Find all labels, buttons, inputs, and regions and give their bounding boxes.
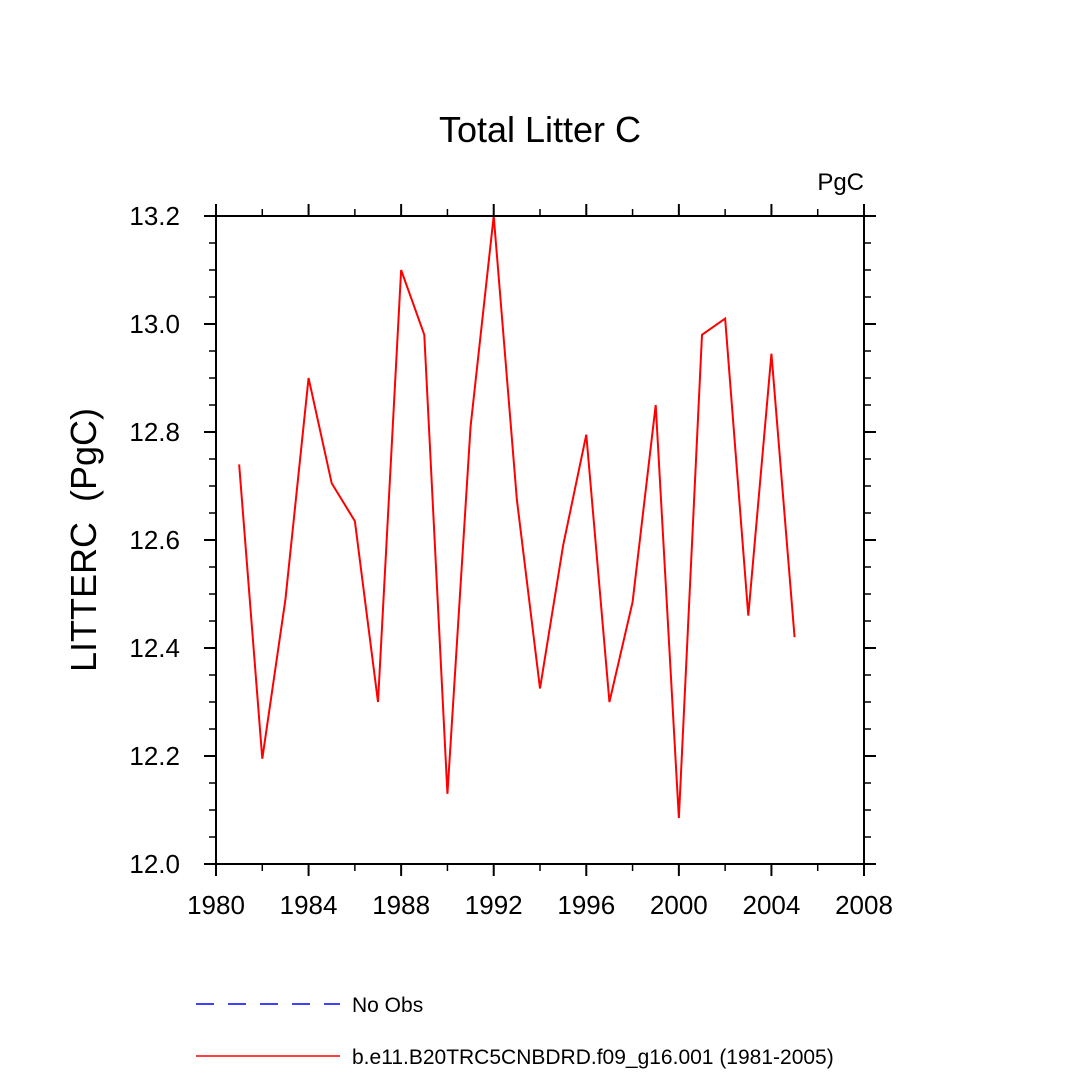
- x-tick-label: 1992: [465, 890, 523, 920]
- x-tick-label: 1996: [557, 890, 615, 920]
- data-point: [655, 404, 657, 406]
- data-point: [608, 701, 610, 703]
- data-point: [701, 334, 703, 336]
- y-tick-label: 12.8: [129, 417, 180, 447]
- plot-frame: [215, 215, 865, 865]
- legend-item-model-run: b.e11.B20TRC5CNBDRD.f09_g16.001 (1981-20…: [196, 1046, 834, 1069]
- data-point: [678, 817, 680, 819]
- data-point: [284, 598, 286, 600]
- x-tick-label: 2004: [743, 890, 801, 920]
- data-point: [516, 499, 518, 501]
- y-axis-label: LITTERC (PgC): [63, 408, 104, 672]
- data-point: [724, 318, 726, 320]
- chart-title: Total Litter C: [439, 109, 641, 150]
- data-point: [470, 426, 472, 428]
- legend-label-no-obs: No Obs: [352, 994, 423, 1017]
- y-tick-label: 12.6: [129, 525, 180, 555]
- ticks-layer: [204, 204, 876, 876]
- data-point: [585, 434, 587, 436]
- data-point: [539, 688, 541, 690]
- legend: No Obs b.e11.B20TRC5CNBDRD.f09_g16.001 (…: [196, 994, 834, 1069]
- y-tick-label: 12.2: [129, 741, 180, 771]
- data-point: [331, 482, 333, 484]
- data-point: [562, 544, 564, 546]
- data-point: [632, 601, 634, 603]
- data-point: [238, 463, 240, 465]
- data-point: [354, 520, 356, 522]
- data-point: [308, 377, 310, 379]
- data-point: [770, 353, 772, 355]
- data-point: [747, 615, 749, 617]
- data-point: [423, 334, 425, 336]
- tick-labels-layer: 1980 1984 1988 1992 1996 2000 2004 2008 12.0 12.2…: [129, 201, 893, 920]
- data-point: [794, 636, 796, 638]
- y-tick-label: 13.2: [129, 201, 180, 231]
- x-tick-label: 2000: [650, 890, 708, 920]
- data-point: [446, 793, 448, 795]
- x-tick-label: 1984: [280, 890, 338, 920]
- data-point: [261, 758, 263, 760]
- x-tick-label: 1980: [187, 890, 245, 920]
- legend-item-no-obs: No Obs: [196, 994, 423, 1017]
- y-tick-label: 12.0: [129, 849, 180, 879]
- y-tick-label: 13.0: [129, 309, 180, 339]
- series-layer: [238, 215, 796, 819]
- data-point: [377, 701, 379, 703]
- y-tick-label: 12.4: [129, 633, 180, 663]
- series-line: [238, 215, 796, 819]
- legend-label-model-run: b.e11.B20TRC5CNBDRD.f09_g16.001 (1981-20…: [352, 1046, 834, 1069]
- x-tick-label: 1988: [372, 890, 430, 920]
- x-tick-label: 2008: [835, 890, 893, 920]
- units-label: PgC: [817, 169, 864, 196]
- data-point: [400, 269, 402, 271]
